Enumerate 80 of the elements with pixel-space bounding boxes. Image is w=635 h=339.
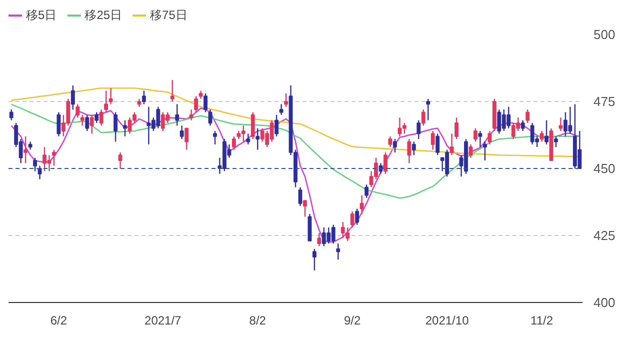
candlestick bbox=[180, 125, 184, 140]
candlestick bbox=[56, 112, 61, 137]
candlestick bbox=[118, 152, 122, 170]
candlestick bbox=[540, 130, 544, 142]
candlestick bbox=[279, 104, 284, 116]
candlestick bbox=[76, 104, 80, 118]
candlestick bbox=[544, 120, 548, 145]
candlestick bbox=[142, 90, 146, 105]
candlestick bbox=[123, 120, 127, 137]
candlestick bbox=[355, 208, 360, 226]
candlestick bbox=[256, 128, 260, 150]
candlestick bbox=[388, 136, 392, 148]
x-tick-label: 8/2 bbox=[249, 314, 266, 328]
candlestick bbox=[436, 133, 440, 156]
candlestick bbox=[33, 157, 37, 172]
candlestick bbox=[70, 84, 75, 110]
candlestick bbox=[454, 116, 458, 140]
candlestick bbox=[250, 112, 255, 140]
legend-label: 移5日 bbox=[26, 6, 57, 24]
candlestick bbox=[194, 96, 198, 113]
candlestick bbox=[526, 108, 530, 124]
candlestick bbox=[189, 108, 194, 121]
candlestick bbox=[24, 136, 28, 164]
candlestick bbox=[114, 112, 118, 142]
candlestick bbox=[421, 108, 426, 126]
candlestick bbox=[336, 242, 340, 260]
candlestick bbox=[184, 128, 189, 150]
candlestick bbox=[312, 248, 316, 271]
candlestick bbox=[558, 116, 563, 132]
candlestick bbox=[384, 152, 388, 174]
candlestick bbox=[298, 186, 302, 207]
candlestick bbox=[468, 144, 473, 158]
x-tick-label: 6/2 bbox=[50, 314, 68, 328]
candlestick bbox=[104, 90, 108, 113]
candlestick bbox=[246, 133, 250, 145]
y-tick-label: 500 bbox=[594, 27, 616, 42]
x-tick-label: 2021/7 bbox=[144, 314, 182, 328]
candlestick bbox=[208, 108, 212, 126]
candlestick bbox=[392, 138, 397, 154]
candlestick bbox=[430, 130, 435, 150]
candlestick bbox=[412, 141, 416, 156]
candlestick bbox=[170, 79, 174, 102]
candlestick bbox=[488, 130, 492, 145]
candlestick bbox=[478, 130, 482, 148]
legend-label: 移25日 bbox=[84, 6, 122, 24]
candlestick bbox=[213, 130, 217, 145]
candlestick bbox=[350, 210, 354, 228]
candlestick bbox=[407, 138, 412, 164]
candlestick bbox=[317, 232, 322, 247]
candlestick bbox=[482, 141, 487, 162]
candlestick bbox=[274, 114, 279, 137]
ref-line-label: 450 bbox=[594, 161, 616, 176]
candlestick bbox=[303, 200, 307, 218]
y-tick-label: 400 bbox=[594, 295, 616, 310]
candlestick bbox=[232, 136, 236, 150]
candlestick bbox=[520, 120, 525, 132]
candlestick bbox=[364, 184, 369, 199]
candlestick bbox=[9, 108, 14, 121]
candlestick bbox=[554, 136, 558, 148]
candlestick bbox=[204, 92, 208, 113]
y-tick-label: 425 bbox=[594, 228, 616, 243]
y-tick-label: 475 bbox=[594, 94, 616, 109]
candlestick bbox=[90, 114, 94, 134]
x-tick-label: 11/2 bbox=[530, 314, 554, 328]
candlestick bbox=[108, 88, 113, 105]
x-tick-label: 2021/10 bbox=[425, 314, 470, 328]
candlestick bbox=[85, 114, 90, 132]
candlestick bbox=[416, 120, 421, 140]
candlestick bbox=[80, 114, 84, 126]
candlestick bbox=[99, 108, 104, 126]
candlestick bbox=[474, 128, 478, 142]
candlestick bbox=[52, 149, 56, 166]
candlestick bbox=[450, 133, 454, 156]
x-tick-label: 9/2 bbox=[344, 314, 361, 328]
candlestick bbox=[426, 98, 430, 121]
legend-label: 移75日 bbox=[150, 6, 188, 24]
candlestick bbox=[360, 194, 364, 215]
candlestick bbox=[94, 112, 99, 124]
candlestick bbox=[284, 92, 288, 108]
candlestick bbox=[175, 104, 180, 126]
